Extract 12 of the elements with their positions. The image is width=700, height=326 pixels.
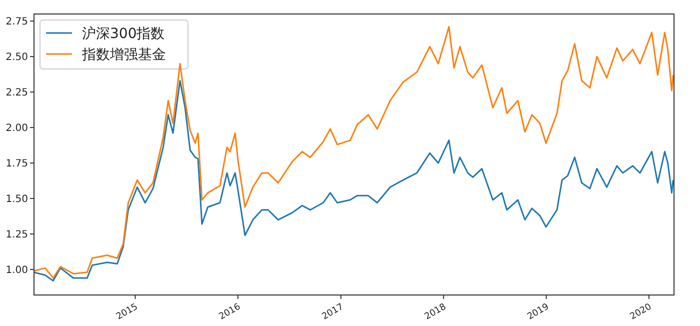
y-tick-label: 1.25 <box>6 229 28 240</box>
y-tick-label: 1.75 <box>6 158 28 170</box>
y-tick-label: 2.75 <box>6 16 28 28</box>
y-tick-label: 1.00 <box>6 264 28 276</box>
y-tick-label: 2.50 <box>6 52 28 64</box>
line-series <box>34 80 674 282</box>
legend-label: 沪深300指数 <box>82 26 165 42</box>
legend-label: 指数增强基金 <box>81 47 166 63</box>
y-tick-label: 2.00 <box>6 123 28 134</box>
y-tick-label: 2.25 <box>6 88 28 99</box>
line-series <box>34 26 674 279</box>
y-tick-label: 1.50 <box>6 194 28 205</box>
